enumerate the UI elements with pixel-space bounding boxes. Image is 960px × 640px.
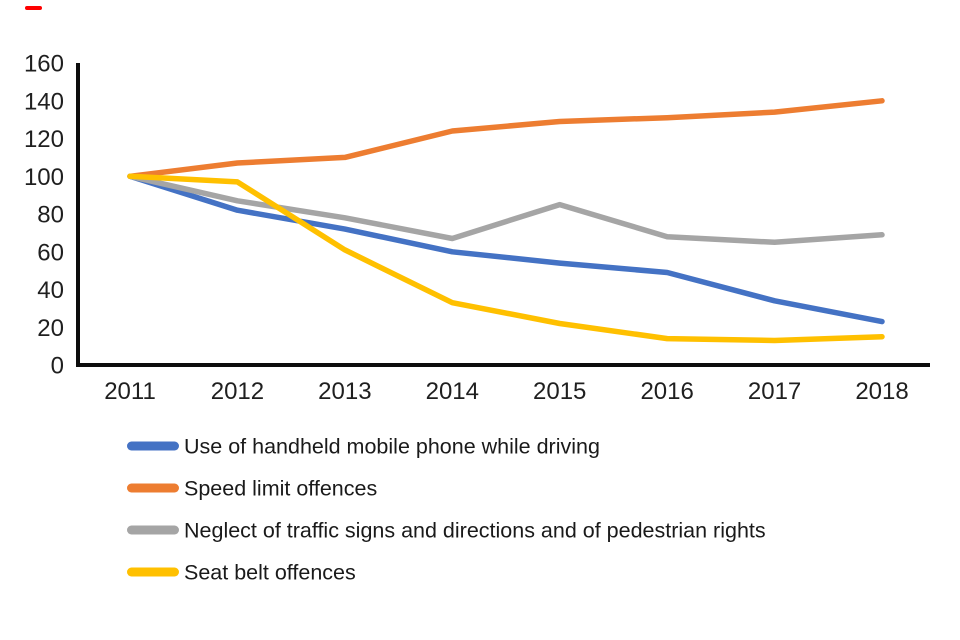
legend-label-1: Speed limit offences [184,477,377,501]
x-tick-label: 2015 [533,378,586,405]
legend-swatch-3 [127,567,179,577]
legend-label-2: Neglect of traffic signs and directions … [184,519,766,543]
x-tick-label: 2018 [855,378,908,405]
y-tick-label: 100 [24,164,64,191]
series-line-3 [127,173,885,344]
x-tick-label: 2011 [104,378,156,405]
series-line-1 [127,98,885,180]
legend-swatch-1 [127,483,179,493]
y-tick-label: 120 [24,126,64,153]
y-tick-label: 40 [37,277,64,304]
y-tick-label: 0 [51,353,64,380]
x-tick-label: 2014 [426,378,479,405]
y-tick-label: 80 [37,202,64,229]
y-tick-label: 20 [37,315,64,342]
series-line-2 [127,173,885,246]
x-tick-label: 2016 [640,378,693,405]
axes [76,63,930,367]
legend-swatch-0 [127,441,179,451]
red-dash-mark [25,6,42,10]
x-tick-label: 2013 [318,378,371,405]
y-tick-label: 160 [24,51,64,78]
legend-label-0: Use of handheld mobile phone while drivi… [184,435,600,459]
legend-label-3: Seat belt offences [184,561,356,585]
x-tick-label: 2012 [211,378,264,405]
y-tick-label: 140 [24,88,64,115]
series-line-0 [127,173,885,325]
x-tick-label: 2017 [748,378,801,405]
y-tick-label: 60 [37,239,64,266]
legend-swatch-2 [127,525,179,535]
